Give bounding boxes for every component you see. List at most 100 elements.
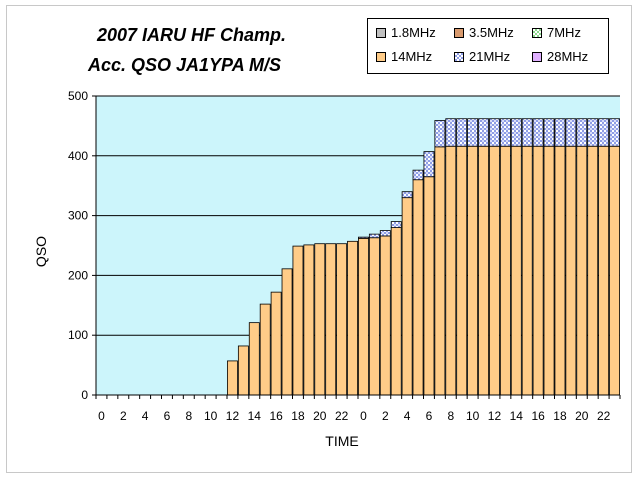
x-tick-label: 0 <box>98 409 105 423</box>
legend-label: 3.5MHz <box>469 25 514 40</box>
bar-14MHz-15 <box>259 303 271 396</box>
bar-14MHz-13 <box>237 345 249 396</box>
bar-14MHz-31 <box>434 146 446 396</box>
bar-21MHz-31 <box>434 120 446 148</box>
x-tick-label: 16 <box>531 409 545 423</box>
bar-14MHz-17 <box>281 268 293 396</box>
bar-21MHz-24 <box>358 236 369 239</box>
legend-swatch <box>376 27 386 38</box>
bar-14MHz-40 <box>532 145 544 396</box>
x-tick-label: 6 <box>426 409 433 423</box>
bar-14MHz-43 <box>565 145 577 396</box>
x-tick-label: 8 <box>185 409 192 423</box>
legend-label: 14MHz <box>391 49 433 64</box>
x-tick-label: 18 <box>291 409 305 423</box>
y-tick-label: 400 <box>68 149 88 163</box>
x-tick-label: 10 <box>466 409 480 423</box>
legend-swatch <box>376 51 386 62</box>
bar-14MHz-35 <box>478 145 489 396</box>
legend-item-1.8MHz: 1.8MHz <box>376 25 436 40</box>
bar-21MHz-33 <box>456 118 468 147</box>
bar-21MHz-28 <box>401 191 413 199</box>
y-tick-label: 300 <box>68 209 88 223</box>
bar-14MHz-46 <box>598 145 610 396</box>
bar-14MHz-25 <box>368 237 380 396</box>
x-tick-label: 12 <box>226 409 240 423</box>
x-axis-label: TIME <box>325 433 358 449</box>
x-tick-label: 4 <box>142 409 149 423</box>
bar-14MHz-20 <box>314 243 326 396</box>
x-tick-label: 22 <box>335 409 349 423</box>
x-tick-label: 2 <box>120 409 127 423</box>
bar-21MHz-47 <box>609 118 620 147</box>
bar-14MHz-37 <box>499 145 511 396</box>
bar-14MHz-34 <box>467 145 479 396</box>
x-tick-label: 10 <box>204 409 218 423</box>
legend-swatch <box>532 51 542 62</box>
x-tick-label: 6 <box>164 409 171 423</box>
bar-14MHz-39 <box>521 145 533 396</box>
legend-item-7MHz: 7MHz <box>532 25 581 40</box>
bar-21MHz-37 <box>499 118 511 147</box>
bar-21MHz-43 <box>565 118 577 147</box>
bar-21MHz-35 <box>478 118 489 147</box>
y-tick-label: 100 <box>68 328 88 342</box>
bar-14MHz-18 <box>292 245 304 396</box>
legend-item-28MHz: 28MHz <box>532 49 588 64</box>
x-tick-label: 14 <box>510 409 524 423</box>
bar-21MHz-45 <box>587 118 599 147</box>
legend-swatch <box>532 27 542 38</box>
chart-title-line-2: Acc. QSO JA1YPA M/S <box>88 55 282 75</box>
bar-14MHz-16 <box>270 291 282 396</box>
bar-14MHz-12 <box>227 360 238 396</box>
x-tick-label: 12 <box>488 409 502 423</box>
bar-21MHz-36 <box>489 118 500 147</box>
bar-21MHz-27 <box>390 221 402 228</box>
bar-21MHz-40 <box>532 118 544 147</box>
bar-14MHz-33 <box>456 145 468 396</box>
bar-21MHz-42 <box>554 118 566 147</box>
bar-14MHz-28 <box>401 197 413 396</box>
bar-14MHz-45 <box>587 145 599 396</box>
legend-item-3.5MHz: 3.5MHz <box>454 25 514 40</box>
bar-21MHz-44 <box>576 118 588 147</box>
plot-area <box>96 96 620 395</box>
bar-14MHz-29 <box>412 179 424 396</box>
bar-14MHz-42 <box>554 145 566 396</box>
legend-label: 21MHz <box>469 49 511 64</box>
x-tick-label: 22 <box>597 409 611 423</box>
y-tick-label: 200 <box>68 268 88 282</box>
bar-14MHz-14 <box>248 322 260 396</box>
bar-21MHz-25 <box>368 233 380 239</box>
bar-14MHz-36 <box>489 145 500 396</box>
bar-21MHz-34 <box>467 118 479 147</box>
legend-label: 1.8MHz <box>391 25 436 40</box>
bar-14MHz-24 <box>358 237 369 396</box>
legend-item-14MHz: 14MHz <box>376 49 432 64</box>
x-tick-label: 2 <box>382 409 389 423</box>
bar-21MHz-29 <box>412 169 424 181</box>
bar-14MHz-30 <box>423 176 435 396</box>
legend-label: 7MHz <box>547 25 581 40</box>
bar-14MHz-47 <box>609 145 620 396</box>
chart-legend: 1.8MHz 3.5MHz 7MHz 14MHz 21MHz 28MHz <box>367 18 609 74</box>
bar-14MHz-21 <box>325 243 337 396</box>
x-tick-label: 16 <box>269 409 283 423</box>
bar-21MHz-32 <box>445 118 457 147</box>
x-tick-label: 0 <box>360 409 367 423</box>
x-tick-label: 8 <box>447 409 454 423</box>
y-tick-label: 0 <box>81 388 88 402</box>
y-axis-label: QSO <box>33 236 49 267</box>
bar-21MHz-39 <box>521 118 533 147</box>
bar-14MHz-32 <box>445 145 457 396</box>
bar-14MHz-38 <box>510 145 522 396</box>
bar-14MHz-23 <box>347 240 358 396</box>
bar-21MHz-41 <box>543 118 555 147</box>
bar-21MHz-30 <box>423 151 435 178</box>
bar-14MHz-19 <box>303 244 315 396</box>
bar-14MHz-27 <box>390 227 402 396</box>
legend-item-21MHz: 21MHz <box>454 49 510 64</box>
x-tick-label: 18 <box>553 409 567 423</box>
bar-14MHz-44 <box>576 145 588 396</box>
